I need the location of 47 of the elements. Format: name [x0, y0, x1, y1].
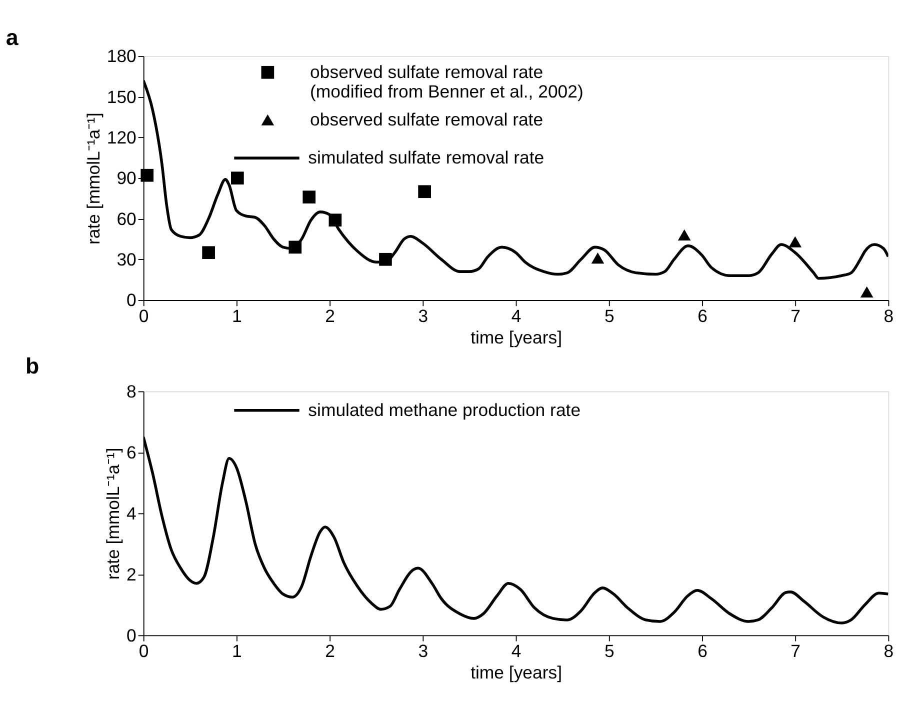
x-tick-label: 7 [790, 641, 801, 662]
y-tick-label: 2 [126, 564, 136, 584]
x-tick-label: 5 [604, 306, 614, 326]
x-axis-title: time [years] [470, 327, 562, 348]
y-axis-title: rate [mmolL⁻¹a⁻¹] [83, 112, 104, 244]
x-tick-label: 5 [604, 641, 614, 662]
chart-title: b [26, 354, 40, 379]
x-tick-label: 6 [698, 641, 708, 662]
y-axis-title: rate [mmolL⁻¹a⁻¹] [103, 448, 124, 580]
y-tick-label: 90 [116, 168, 137, 188]
y-tick-label: 120 [106, 127, 137, 148]
x-tick-label: 1 [232, 306, 242, 326]
x-axis-title: time [years] [470, 662, 562, 683]
x-tick-label: 8 [884, 641, 894, 662]
legend-label: observed sulfate removal rate [310, 109, 544, 130]
y-tick-label: 0 [126, 625, 137, 646]
y-tick-label: 30 [116, 249, 137, 270]
point [418, 185, 431, 198]
x-tick-label: 4 [511, 641, 522, 662]
y-tick-label: 60 [116, 208, 137, 229]
point [788, 236, 802, 248]
x-tick-label: 2 [325, 641, 335, 662]
x-tick-label: 8 [884, 306, 894, 326]
x-tick-label: 1 [232, 641, 242, 662]
y-tick-label: 8 [126, 381, 137, 402]
x-tick-label: 3 [418, 306, 428, 326]
point [202, 246, 215, 260]
point [231, 172, 244, 184]
x-tick-label: 2 [325, 306, 335, 326]
point [678, 229, 691, 241]
chart-title: a [6, 24, 19, 50]
y-tick-label: 150 [106, 86, 137, 107]
point [860, 286, 874, 298]
legend-label: simulated sulfate removal rate [308, 148, 544, 168]
y-tick-label: 6 [126, 442, 137, 462]
y-tick-label: 0 [126, 290, 137, 310]
point [591, 252, 604, 264]
point [302, 190, 316, 204]
x-tick-label: 4 [511, 306, 522, 326]
point [140, 168, 154, 182]
y-tick-label: 4 [126, 503, 137, 524]
legend-label: observed sulfate removal rate (modified from Benner et al., 2002) [310, 62, 584, 102]
legend-label: simulated methane production rate [308, 400, 581, 420]
x-tick-label: 3 [418, 641, 428, 662]
y-tick-label: 180 [106, 46, 137, 66]
x-tick-label: 7 [790, 306, 801, 326]
x-tick-label: 6 [698, 306, 708, 326]
